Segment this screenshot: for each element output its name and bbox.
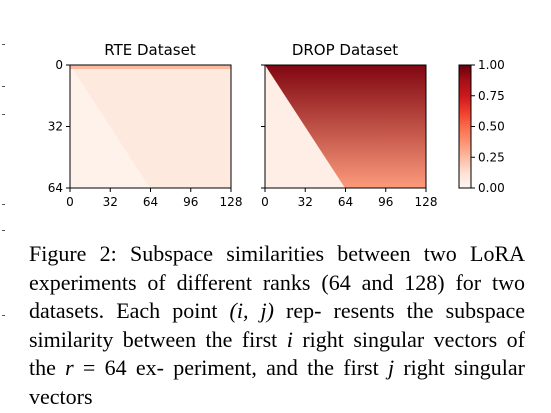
- caption-math: r: [65, 355, 74, 380]
- x-tick-label: 32: [103, 195, 118, 209]
- x-tick-label: 128: [220, 195, 243, 209]
- x-tick-label: 96: [378, 195, 393, 209]
- edge-mark: [2, 44, 5, 45]
- caption-text: Figure 2: Subspace similarities between …: [29, 241, 525, 409]
- drop-x-axis: 0 32 64 96 128: [261, 188, 437, 209]
- colorbar-tick-label: 0.00: [478, 181, 505, 195]
- colorbar-ticks: 1.00 0.75 0.50 0.25 0.00: [471, 58, 505, 195]
- drop-upper-triangle: [265, 65, 426, 188]
- colorbar-tick-label: 0.50: [478, 120, 505, 134]
- drop-panel-title: DROP Dataset: [292, 41, 398, 59]
- colorbar-tick-label: 0.75: [478, 89, 505, 103]
- rte-y-axis: 0 32 64: [48, 58, 70, 195]
- edge-mark: [2, 230, 5, 231]
- y-tick-label: 64: [48, 181, 63, 195]
- rte-lower-triangle: [70, 65, 150, 188]
- x-tick-label: 0: [261, 195, 269, 209]
- caption-math: j: [387, 355, 395, 380]
- rte-panel: RTE Dataset 0 32 64 96 128 0 32 64: [48, 41, 243, 209]
- edge-mark: [2, 86, 5, 87]
- rte-panel-title: RTE Dataset: [104, 41, 196, 59]
- caption-math: i: [286, 326, 293, 352]
- x-tick-label: 128: [415, 195, 438, 209]
- colorbar-tick-label: 1.00: [478, 58, 505, 72]
- colorbar: 1.00 0.75 0.50 0.25 0.00: [458, 58, 505, 195]
- edge-mark: [2, 315, 5, 316]
- colorbar-tick-label: 0.25: [478, 150, 505, 164]
- x-tick-label: 96: [183, 195, 198, 209]
- similarity-figure: RTE Dataset 0 32 64 96 128 0 32 64 DROP Datase…: [48, 41, 505, 209]
- y-tick-label: 0: [55, 58, 63, 72]
- colorbar-strip: [458, 64, 472, 189]
- y-tick-label: 32: [48, 120, 63, 134]
- x-tick-label: 64: [338, 195, 353, 209]
- rte-x-axis: 0 32 64 96 128: [66, 188, 242, 209]
- x-tick-label: 64: [143, 195, 158, 209]
- figure-caption: Figure 2: Subspace similarities between …: [29, 240, 525, 411]
- edge-mark: [2, 204, 5, 205]
- caption-math: (i, j): [229, 298, 274, 323]
- edge-mark: [2, 114, 5, 115]
- drop-panel: DROP Dataset 0 32 64 96 128: [261, 41, 437, 209]
- drop-y-axis: [261, 64, 265, 189]
- left-edge-marks: [0, 0, 8, 413]
- x-tick-label: 32: [298, 195, 313, 209]
- rte-top-row: [70, 65, 231, 69]
- x-tick-label: 0: [66, 195, 74, 209]
